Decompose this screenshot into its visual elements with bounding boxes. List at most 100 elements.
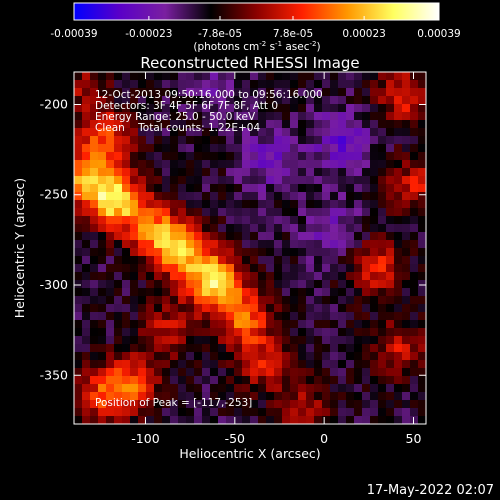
heatmap-cell: [362, 368, 371, 377]
heatmap-cell: [338, 104, 347, 113]
heatmap-cell: [402, 296, 411, 305]
heatmap-cell: [82, 304, 91, 313]
heatmap-cell: [314, 184, 323, 193]
heatmap-cell: [298, 376, 307, 385]
heatmap-cell: [314, 216, 323, 225]
heatmap-cell: [170, 192, 179, 201]
heatmap-cell: [202, 384, 211, 393]
heatmap-cell: [234, 256, 243, 265]
heatmap-cell: [402, 224, 411, 233]
heatmap-cell: [354, 336, 363, 345]
heatmap-cell: [370, 400, 379, 409]
heatmap-cell: [362, 256, 371, 265]
heatmap-cell: [322, 80, 331, 89]
heatmap-cell: [370, 144, 379, 153]
heatmap-cell: [322, 400, 331, 409]
heatmap-cell: [106, 328, 115, 337]
heatmap-cell: [242, 112, 251, 121]
heatmap-cell: [162, 216, 171, 225]
heatmap-cell: [202, 216, 211, 225]
heatmap-cell: [122, 112, 131, 121]
heatmap-cell: [234, 232, 243, 241]
heatmap-cell: [274, 144, 283, 153]
heatmap-cell: [306, 352, 315, 361]
heatmap-cell: [130, 400, 139, 409]
heatmap-cell: [202, 360, 211, 369]
heatmap-cell: [354, 360, 363, 369]
heatmap-cell: [298, 256, 307, 265]
heatmap-cell: [194, 112, 203, 121]
heatmap-cell: [146, 376, 155, 385]
heatmap-cell: [386, 128, 395, 137]
heatmap-cell: [218, 256, 227, 265]
heatmap-cell: [170, 312, 179, 321]
heatmap-cell: [186, 352, 195, 361]
heatmap-cell: [106, 376, 115, 385]
heatmap-cell: [298, 264, 307, 273]
heatmap-cell: [410, 392, 419, 401]
heatmap-cell: [154, 176, 163, 185]
heatmap-cell: [282, 400, 291, 409]
heatmap-cell: [394, 112, 403, 121]
heatmap-cell: [362, 104, 371, 113]
heatmap-cell: [122, 288, 131, 297]
heatmap-cell: [82, 200, 91, 209]
heatmap-cell: [330, 176, 339, 185]
heatmap-cell: [290, 88, 299, 97]
heatmap-cell: [418, 104, 426, 113]
heatmap-cell: [274, 264, 283, 273]
heatmap-cell: [354, 256, 363, 265]
heatmap-cell: [298, 208, 307, 217]
heatmap-cell: [322, 216, 331, 225]
heatmap-cell: [322, 136, 331, 145]
heatmap-cell: [106, 80, 115, 89]
heatmap-cell: [146, 240, 155, 249]
heatmap-cell: [210, 208, 219, 217]
heatmap-cell: [346, 416, 355, 424]
heatmap-cell: [258, 200, 267, 209]
heatmap-cell: [282, 88, 291, 97]
heatmap-cell: [186, 408, 195, 417]
heatmap-cell: [402, 392, 411, 401]
heatmap-cell: [410, 376, 419, 385]
heatmap-cell: [274, 136, 283, 145]
heatmap-cell: [90, 408, 99, 417]
heatmap-cell: [226, 368, 235, 377]
heatmap-cell: [162, 192, 171, 201]
heatmap-cell: [226, 384, 235, 393]
heatmap-cell: [138, 296, 147, 305]
heatmap-cell: [234, 240, 243, 249]
heatmap-cell: [234, 152, 243, 161]
heatmap-cell: [90, 320, 99, 329]
heatmap-cell: [322, 104, 331, 113]
heatmap-cell: [378, 272, 387, 281]
heatmap-cell: [234, 184, 243, 193]
heatmap-cell: [402, 96, 411, 105]
heatmap-cell: [186, 184, 195, 193]
heatmap-cell: [362, 120, 371, 129]
heatmap-cell: [418, 304, 426, 313]
heatmap-cell: [346, 232, 355, 241]
heatmap-cell: [210, 112, 219, 121]
heatmap-cell: [330, 192, 339, 201]
heatmap-cell: [338, 344, 347, 353]
heatmap-cell: [98, 200, 107, 209]
heatmap-cell: [282, 128, 291, 137]
heatmap-cell: [314, 80, 323, 89]
heatmap-cell: [74, 320, 83, 329]
heatmap-cell: [170, 376, 179, 385]
heatmap-cell: [282, 152, 291, 161]
heatmap-cell: [386, 336, 395, 345]
heatmap-cell: [298, 144, 307, 153]
heatmap-cell: [362, 320, 371, 329]
heatmap-cell: [210, 80, 219, 89]
heatmap-cell: [362, 216, 371, 225]
heatmap-cell: [298, 128, 307, 137]
heatmap-cell: [330, 80, 339, 89]
heatmap-cell: [226, 184, 235, 193]
heatmap-cell: [258, 184, 267, 193]
heatmap-cell: [346, 344, 355, 353]
heatmap-cell: [186, 416, 195, 424]
heatmap-cell: [210, 384, 219, 393]
heatmap-cell: [130, 320, 139, 329]
